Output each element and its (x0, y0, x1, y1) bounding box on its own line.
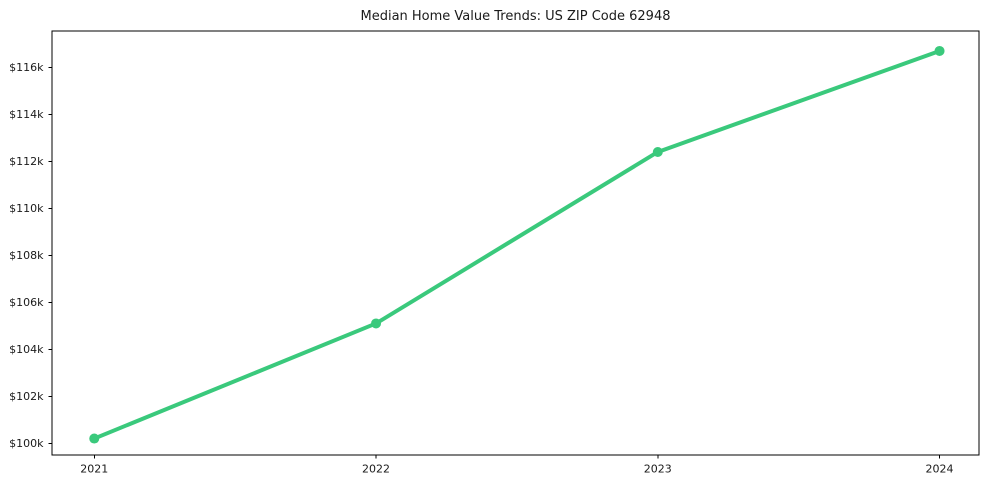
data-point-marker (934, 45, 945, 56)
y-tick-label: $104k (9, 343, 44, 356)
x-tick-label: 2021 (80, 463, 108, 476)
x-tick-label: 2022 (362, 463, 390, 476)
y-tick-label: $112k (9, 155, 44, 168)
trend-line (92, 48, 942, 441)
x-tick-label: 2024 (926, 463, 954, 476)
y-tick-label: $114k (9, 108, 44, 121)
y-tick-label: $106k (9, 296, 44, 309)
y-tick-label: $110k (9, 202, 44, 215)
y-tick-label: $102k (9, 390, 44, 403)
chart-title: Median Home Value Trends: US ZIP Code 62… (360, 9, 671, 24)
data-point-marker (371, 318, 382, 329)
data-point-marker (89, 433, 100, 444)
plot-border (51, 30, 980, 456)
y-tick-label: $116k (9, 61, 44, 74)
y-tick-label: $100k (9, 437, 44, 450)
data-point-marker (652, 146, 663, 157)
y-tick-label: $108k (9, 249, 44, 262)
x-tick-label: 2023 (644, 463, 672, 476)
